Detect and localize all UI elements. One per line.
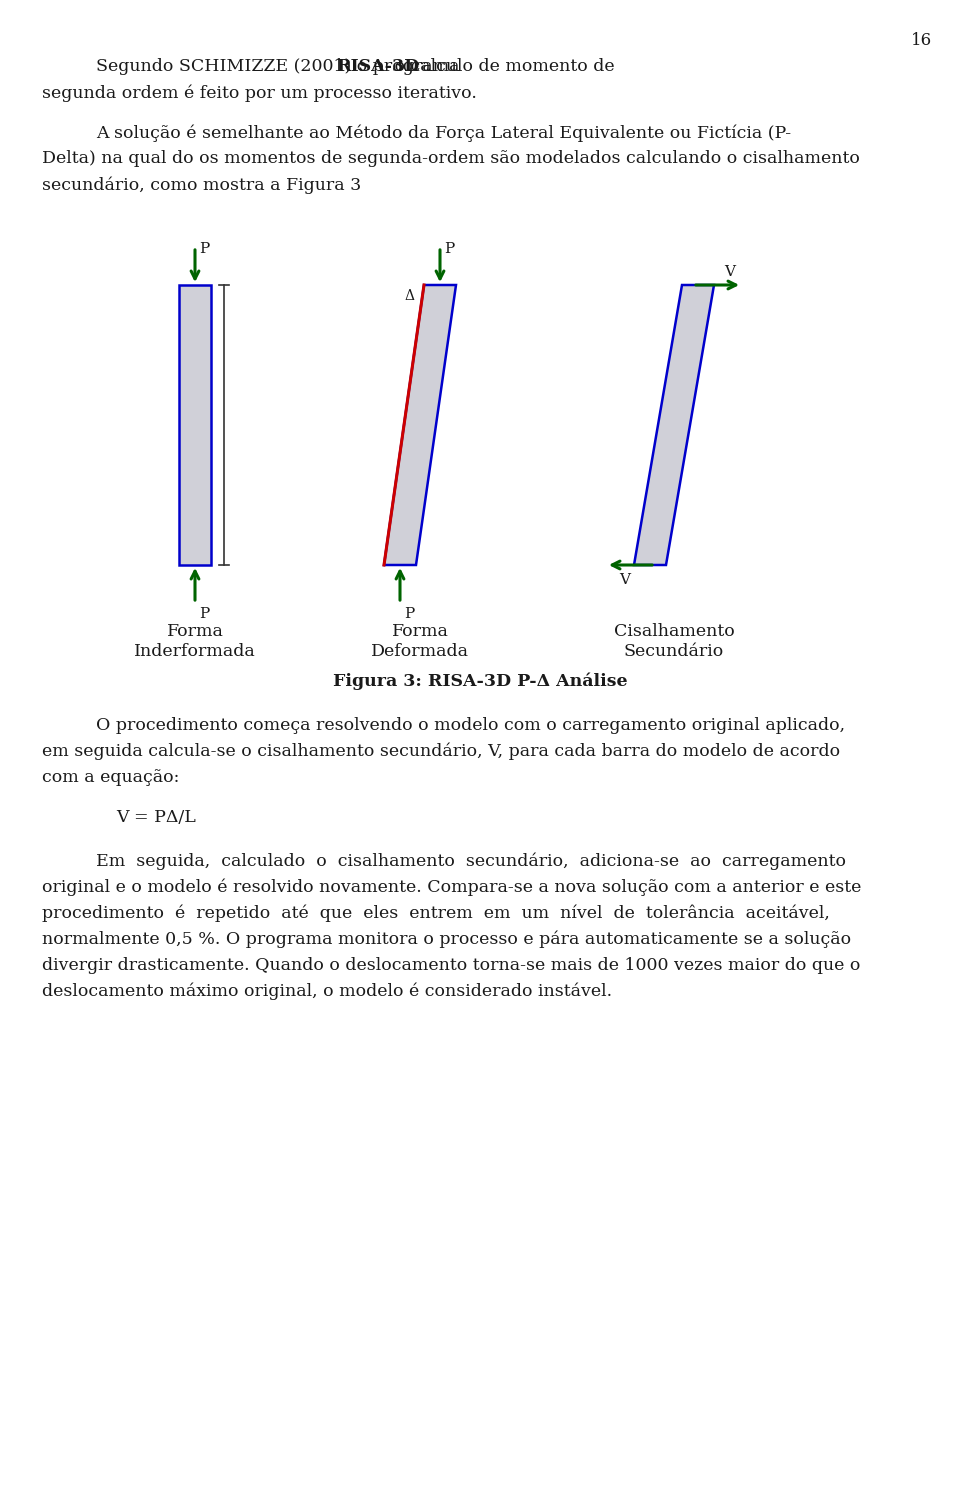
Text: O procedimento começa resolvendo o modelo com o carregamento original aplicado,: O procedimento começa resolvendo o model… — [96, 717, 845, 735]
Text: Em  seguida,  calculado  o  cisalhamento  secundário,  adiciona-se  ao  carregam: Em seguida, calculado o cisalhamento sec… — [96, 854, 846, 870]
Text: deslocamento máximo original, o modelo é considerado instável.: deslocamento máximo original, o modelo é… — [42, 983, 612, 1001]
Text: P: P — [444, 242, 454, 256]
Text: procedimento  é  repetido  até  que  eles  entrem  em  um  nível  de  tolerância: procedimento é repetido até que eles ent… — [42, 906, 829, 922]
Text: V: V — [619, 572, 630, 587]
Text: Inderformada: Inderformada — [134, 642, 256, 660]
Text: Forma: Forma — [167, 623, 224, 639]
Text: P: P — [199, 242, 209, 256]
Polygon shape — [384, 286, 456, 565]
Text: Segundo SCHIMIZZE (2001) o programa: Segundo SCHIMIZZE (2001) o programa — [96, 58, 465, 74]
Text: Forma: Forma — [392, 623, 448, 639]
Text: V: V — [724, 265, 735, 280]
Text: Cisalhamento: Cisalhamento — [613, 623, 734, 639]
Text: 16: 16 — [911, 33, 932, 49]
Text: RISA-3D: RISA-3D — [337, 58, 420, 74]
Text: Delta) na qual do os momentos de segunda-ordem são modelados calculando o cisalh: Delta) na qual do os momentos de segunda… — [42, 150, 860, 167]
Text: P: P — [404, 607, 415, 622]
Text: divergir drasticamente. Quando o deslocamento torna-se mais de 1000 vezes maior : divergir drasticamente. Quando o desloca… — [42, 958, 860, 974]
Text: em seguida calcula-se o cisalhamento secundário, V, para cada barra do modelo de: em seguida calcula-se o cisalhamento sec… — [42, 744, 840, 760]
Text: Secundário: Secundário — [624, 642, 724, 660]
Text: Figura 3: RISA-3D P-Δ Análise: Figura 3: RISA-3D P-Δ Análise — [333, 674, 627, 690]
Text: normalmente 0,5 %. O programa monitora o processo e pára automaticamente se a so: normalmente 0,5 %. O programa monitora o… — [42, 931, 852, 949]
Polygon shape — [634, 286, 714, 565]
Text: Δ: Δ — [404, 288, 414, 303]
Text: segunda ordem é feito por um processo iterativo.: segunda ordem é feito por um processo it… — [42, 83, 477, 101]
Text: secundário, como mostra a Figura 3: secundário, como mostra a Figura 3 — [42, 175, 361, 193]
Text: Deformada: Deformada — [371, 642, 469, 660]
Text: o calculo de momento de: o calculo de momento de — [389, 58, 614, 74]
Text: V = PΔ/L: V = PΔ/L — [116, 809, 196, 825]
Text: A solução é semelhante ao Método da Força Lateral Equivalente ou Fictícia (P-: A solução é semelhante ao Método da Forç… — [96, 123, 791, 141]
Text: P: P — [199, 607, 209, 622]
Bar — [179, 286, 211, 565]
Text: original e o modelo é resolvido novamente. Compara-se a nova solução com a anter: original e o modelo é resolvido novament… — [42, 879, 861, 897]
Text: com a equação:: com a equação: — [42, 769, 180, 787]
